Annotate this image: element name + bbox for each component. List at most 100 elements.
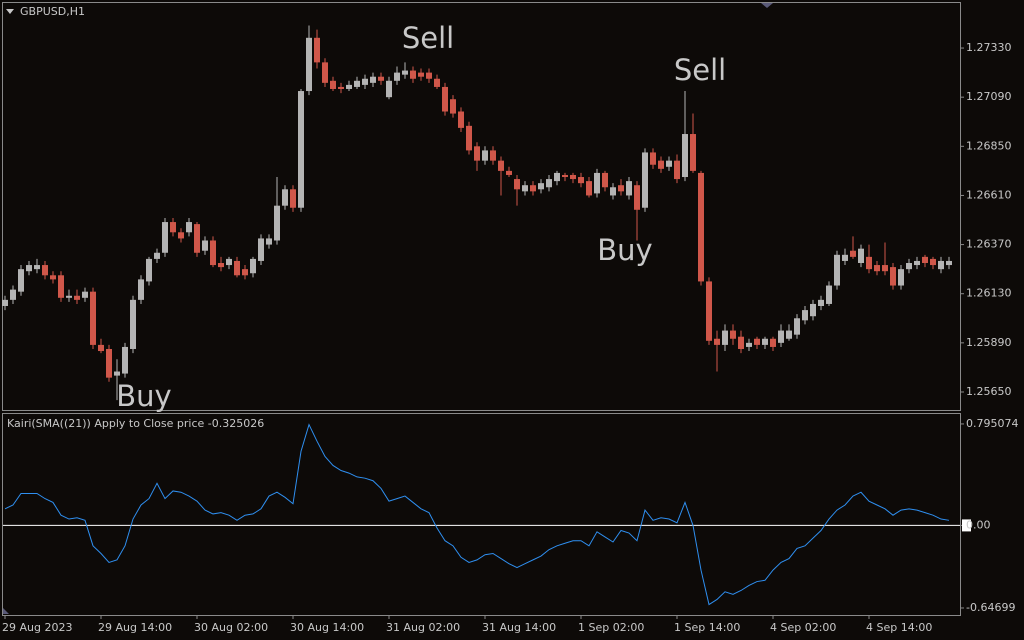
candle-body: [114, 371, 120, 376]
candle-body: [442, 86, 448, 112]
candle-body: [922, 256, 928, 264]
x-tick-label: 29 Aug 2023: [2, 621, 72, 634]
candle-body: [50, 275, 56, 280]
candle-body: [490, 150, 496, 161]
y-tick-label: 1.27330: [966, 41, 1012, 54]
candle-body: [122, 346, 128, 374]
x-tick-label: 4 Sep 02:00: [770, 621, 836, 634]
candle-body: [42, 265, 48, 276]
annotation: Buy: [116, 379, 171, 413]
candle-body: [834, 254, 840, 286]
candle-body: [674, 160, 680, 180]
x-tick-label: 4 Sep 14:00: [866, 621, 932, 634]
candle-body: [882, 265, 888, 272]
candle-body: [194, 224, 200, 253]
candle-body: [154, 252, 160, 259]
candle-body: [522, 185, 528, 192]
pane-title: Kairi(SMA((21)) Apply to Close price -0.…: [7, 417, 264, 430]
y-tick-label: 1.26850: [966, 139, 1012, 152]
candle-body: [618, 185, 624, 192]
candle-body: [362, 78, 368, 85]
indicator-line: [4, 423, 950, 606]
candle-body: [58, 275, 64, 298]
candle-body: [514, 179, 520, 190]
y-tick-label: 0.00: [966, 518, 991, 531]
corner-marker: [3, 608, 9, 614]
y-tick-label: 0.795074: [966, 417, 1019, 430]
x-tick-label: 1 Sep 02:00: [578, 621, 644, 634]
candle-body: [578, 177, 584, 184]
candle-body: [770, 338, 776, 347]
pane-title: GBPUSD,H1: [20, 5, 85, 18]
x-tick-label: 31 Aug 14:00: [482, 621, 556, 634]
candle-body: [10, 289, 16, 300]
candle-body: [434, 78, 440, 87]
candle-body: [650, 152, 656, 165]
annotation: Sell: [402, 21, 454, 55]
indicator-pane: [2, 413, 961, 616]
candle-body: [874, 265, 880, 272]
candle-body: [170, 222, 176, 233]
candle-body: [554, 172, 560, 182]
candle-body: [450, 99, 456, 114]
price-pane: [2, 2, 961, 411]
candle-body: [298, 91, 304, 208]
candle-body: [546, 179, 552, 188]
candle-body: [690, 134, 696, 171]
candle-body: [354, 80, 360, 87]
candle-body: [810, 303, 816, 317]
candle-body: [218, 263, 224, 268]
y-tick-label: 1.26370: [966, 238, 1012, 251]
candle-body: [722, 330, 728, 345]
candle-body: [634, 185, 640, 210]
candle-body: [274, 205, 280, 241]
candle-body: [34, 265, 40, 270]
candle-body: [426, 72, 432, 79]
candle-body: [162, 222, 168, 253]
candle-body: [306, 37, 312, 92]
candle-body: [906, 263, 912, 270]
candle-body: [602, 172, 608, 188]
candle-body: [18, 269, 24, 292]
y-tick-label: 1.25650: [966, 385, 1012, 398]
candle-body: [466, 125, 472, 151]
candle-body: [402, 70, 408, 75]
annotation: Sell: [674, 53, 726, 87]
candle-body: [202, 240, 208, 251]
candle-body: [586, 181, 592, 196]
candle-body: [626, 181, 632, 196]
candle-body: [570, 174, 576, 180]
candle-body: [234, 260, 240, 276]
candle-body: [762, 338, 768, 345]
candle-body: [866, 256, 872, 270]
candle-body: [538, 183, 544, 190]
candle-body: [682, 134, 688, 178]
candle-body: [26, 265, 32, 272]
candle-body: [74, 295, 80, 300]
candle-body: [938, 260, 944, 270]
candle-body: [394, 72, 400, 81]
candle-body: [818, 299, 824, 306]
x-tick-label: 1 Sep 14:00: [674, 621, 740, 634]
candle-body: [858, 248, 864, 264]
candle-body: [706, 281, 712, 341]
candle-body: [210, 240, 216, 266]
candle-body: [826, 285, 832, 304]
candle-body: [946, 260, 952, 266]
candle-body: [282, 189, 288, 206]
candle-body: [474, 146, 480, 161]
candle-body: [138, 279, 144, 300]
menu-arrow[interactable]: [6, 9, 14, 14]
candle-body: [90, 291, 96, 345]
shift-marker: [761, 3, 773, 8]
candle-body: [186, 222, 192, 233]
candle-body: [82, 291, 88, 298]
candle-body: [346, 84, 352, 89]
candle-body: [66, 295, 72, 298]
candle-body: [754, 338, 760, 345]
candle-body: [386, 80, 392, 98]
candle-body: [98, 344, 104, 352]
